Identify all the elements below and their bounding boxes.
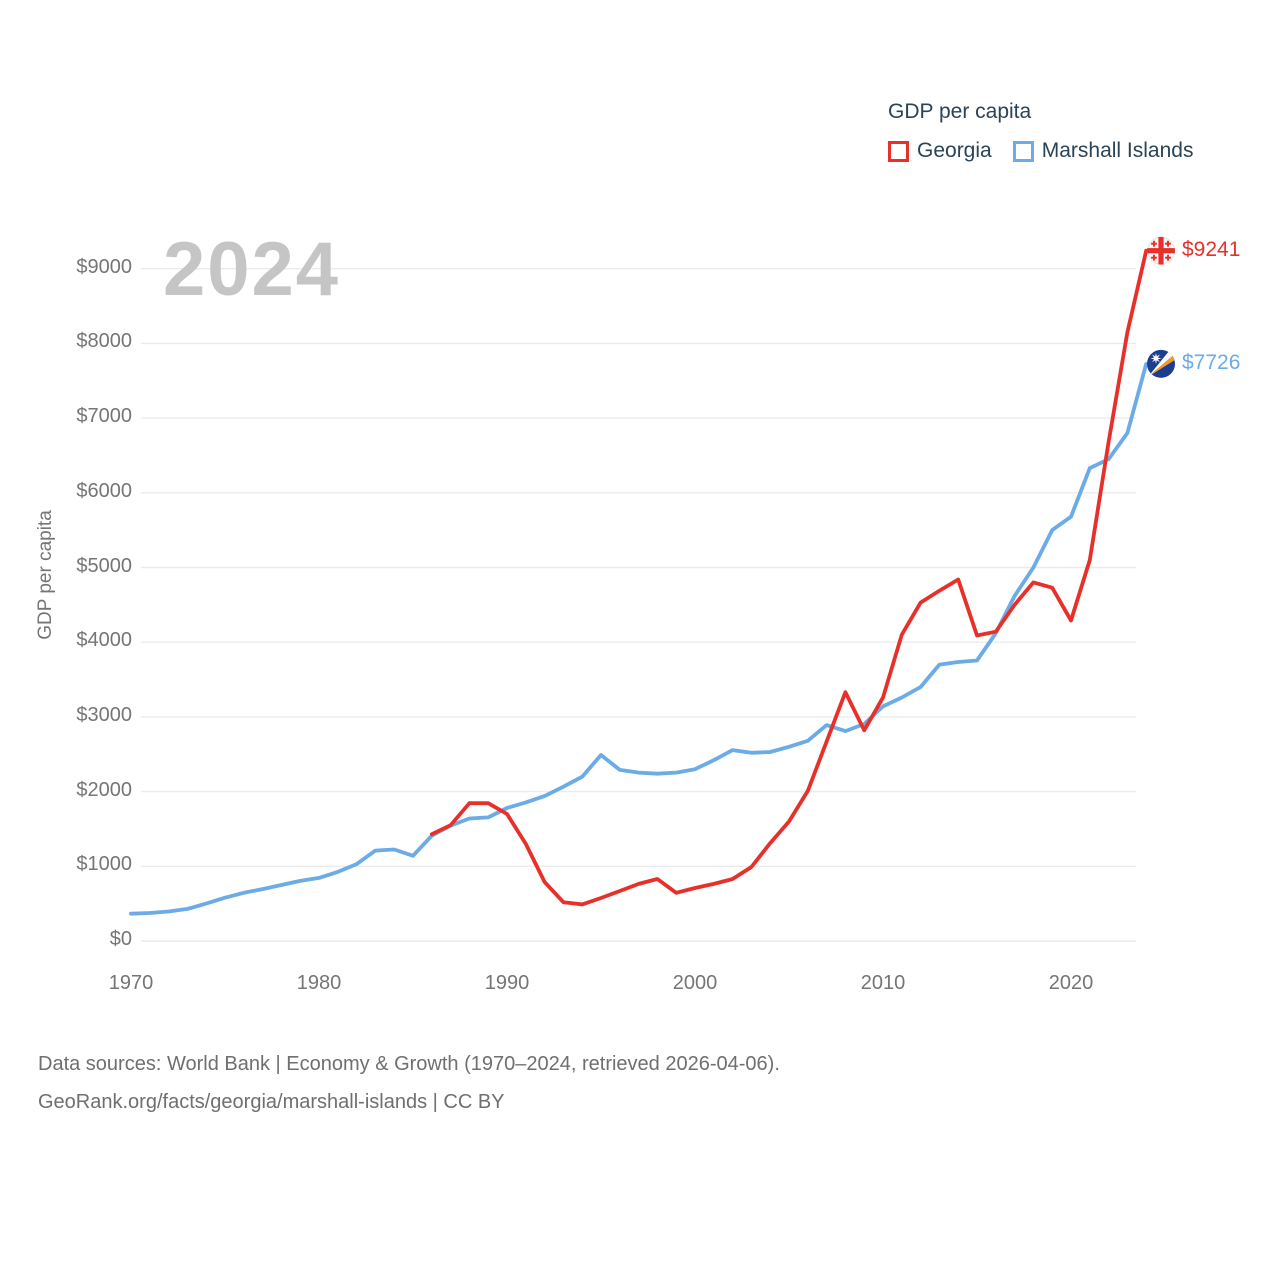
x-axis-tick-label: 2020: [1048, 972, 1094, 994]
series-line-georgia: [429, 248, 1149, 907]
y-axis-tick-label: $3000: [76, 703, 132, 726]
footer: Data sources: World Bank | Economy & Gro…: [38, 1045, 780, 1121]
x-axis-tick-label: 1980: [296, 972, 342, 994]
x-axis-tick-label: 1990: [484, 972, 530, 994]
y-axis-tick-label: $1000: [76, 853, 132, 876]
legend-item-label: Georgia: [917, 139, 992, 162]
y-axis-tick-label: $5000: [76, 554, 132, 577]
georgia-end-value-label: $9241: [1182, 238, 1241, 261]
legend-item-label: Marshall Islands: [1041, 139, 1194, 162]
marshall-islands-end-value-label: $7726: [1182, 351, 1241, 374]
legend-title: GDP per capita: [888, 100, 1032, 123]
series-line-marshall-islands: [129, 361, 1149, 916]
y-axis-tick-label: $9000: [76, 255, 132, 278]
y-axis-tick-label: $2000: [76, 778, 132, 801]
chart-legend: GDP per capita Georgia Marshall Islands: [888, 100, 1193, 163]
flag-marshall-islands-icon: [1147, 349, 1175, 378]
legend-item-marshall-islands[interactable]: Marshall Islands: [1012, 139, 1194, 163]
y-axis-tick-label: $4000: [76, 629, 132, 652]
y-axis-tick-label: $0: [109, 928, 132, 950]
x-axis-tick-label: 2000: [672, 972, 718, 994]
x-axis-tick-label: 1970: [108, 972, 154, 994]
y-axis-tick-label: $7000: [76, 405, 132, 428]
x-axis-tick-label: 2010: [860, 972, 906, 994]
georgia-swatch-icon: [888, 140, 909, 162]
year-watermark: 2024: [163, 227, 341, 312]
marshall-islands-swatch-icon: [1012, 140, 1034, 162]
legend-items: Georgia Marshall Islands: [888, 139, 1193, 163]
flag-georgia-icon: [1147, 236, 1175, 265]
data-sources-text: Data sources: World Bank | Economy & Gro…: [38, 1053, 780, 1075]
y-axis-tick-label: $6000: [76, 479, 132, 502]
y-axis-tick-label: $8000: [76, 330, 132, 353]
attribution-text: GeoRank.org/facts/georgia/marshall-islan…: [38, 1091, 505, 1113]
legend-item-georgia[interactable]: Georgia: [888, 139, 992, 163]
